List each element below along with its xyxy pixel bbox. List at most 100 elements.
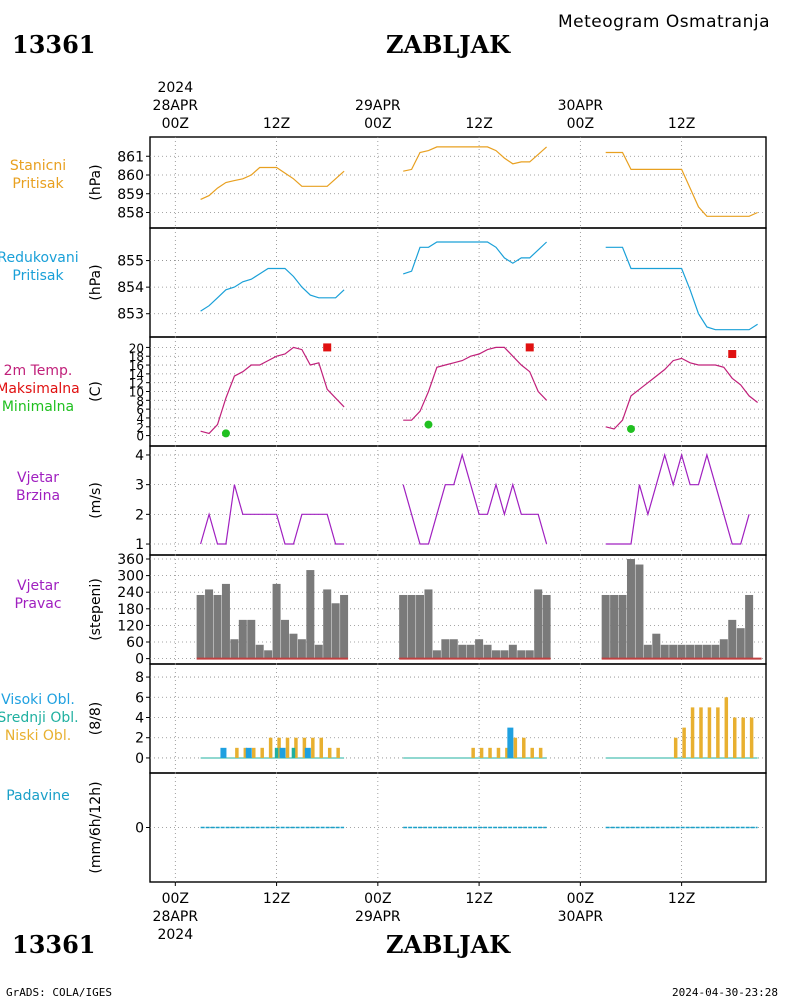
wind-direction-bar	[441, 639, 450, 659]
y-tick-label: 854	[117, 280, 144, 296]
y-tick-label: 8	[135, 670, 144, 686]
y-tick-label: 3	[135, 478, 144, 494]
bottom-time-tick-label: 00Z	[567, 891, 594, 907]
panel-label-line: Niski Obl.	[5, 728, 71, 744]
y-tick-label: 1	[135, 537, 144, 553]
cloud-bar	[513, 737, 518, 758]
y-tick-label: 4	[135, 448, 144, 464]
wind-direction-bar	[601, 594, 610, 659]
minimum-temperature-marker	[626, 424, 635, 433]
cloud-bar	[304, 747, 311, 758]
cloud-bar	[479, 747, 484, 758]
wind-direction-bar	[719, 639, 728, 659]
reduced_pressure-series-line	[605, 246, 758, 331]
top-time-tick-label: 12Z	[465, 116, 492, 132]
cloud-bar	[336, 747, 340, 758]
y-tick-label: 6	[135, 690, 144, 706]
panel-label-line: Pritisak	[12, 268, 64, 284]
top-day-label: 28APR	[153, 98, 199, 114]
wind-direction-bar	[314, 644, 323, 659]
cloud-bar	[707, 707, 712, 758]
reduced_pressure-series-line	[403, 241, 548, 275]
wind-direction-bar	[272, 583, 281, 659]
cloud-bar	[294, 737, 298, 758]
wind-direction-bar	[306, 570, 315, 659]
bottom-time-tick-label: 12Z	[465, 891, 492, 907]
cloud-bar	[252, 747, 256, 758]
panel-label-line: Stanicni	[10, 158, 66, 174]
panel-label-line: Brzina	[16, 488, 60, 504]
wind-direction-bar	[618, 594, 627, 659]
cloud-bar	[319, 737, 324, 758]
y-tick-label: 10	[129, 386, 144, 400]
cloud-bar	[682, 727, 686, 758]
cloud-bar	[471, 747, 475, 758]
wind-direction-bar	[323, 589, 332, 659]
wind-direction-bar	[745, 594, 754, 659]
wind-direction-bar	[694, 644, 703, 659]
wind-direction-bar	[728, 619, 737, 659]
panel-unit-label: (hPa)	[88, 164, 104, 200]
cloud-bar	[268, 737, 273, 758]
y-tick-label: 2	[135, 731, 144, 747]
y-tick-label: 0	[135, 821, 144, 837]
wind-direction-bar	[247, 619, 256, 659]
panel-unit-label: (stepeni)	[88, 578, 104, 641]
wind-direction-bar	[669, 644, 678, 659]
data-marks	[196, 146, 762, 829]
bottom-time-tick-label: 00Z	[162, 891, 189, 907]
wind-direction-bar	[407, 594, 416, 659]
reduced_pressure-series-line	[200, 267, 345, 312]
top-time-tick-label: 12Z	[263, 116, 290, 132]
cloud-bar	[724, 697, 729, 758]
y-tick-label: 180	[117, 602, 144, 618]
wind-direction-bar	[483, 644, 492, 659]
cloud-bar	[285, 737, 290, 758]
top-year-label: 2024	[157, 80, 193, 96]
y-tick-label: 60	[126, 635, 144, 651]
y-tick-label: 0	[136, 430, 144, 444]
wind-direction-bar	[416, 594, 425, 659]
y-tick-label: 2	[136, 421, 144, 435]
panel-unit-label: (mm/6h/12h)	[88, 781, 104, 873]
y-tick-label: 120	[117, 618, 144, 634]
station_pressure-series-line	[605, 151, 758, 217]
bottom-day-label: 28APR	[153, 909, 199, 925]
wind-direction-bar	[626, 559, 635, 659]
panel-label-line: Minimalna	[2, 399, 74, 415]
cloud-bar	[538, 747, 543, 758]
panel-label-line: Visoki Obl.	[1, 692, 75, 708]
footer-station-id: 13361	[12, 930, 96, 959]
minimum-temperature-marker	[424, 420, 433, 429]
cloud-bar	[673, 737, 678, 758]
minimum-temperature-marker	[221, 429, 230, 438]
y-tick-label: 20	[129, 341, 144, 355]
wind-direction-bar	[196, 594, 205, 659]
y-tick-label: 853	[117, 307, 144, 323]
cloud-bar	[291, 747, 296, 758]
wind-direction-bar	[702, 644, 711, 659]
wind_speed-series-line	[402, 452, 548, 545]
panel-label-line: Redukovani	[0, 250, 79, 266]
cloud-bar	[260, 747, 264, 758]
top-day-label: 30APR	[558, 98, 604, 114]
maximum-temperature-marker	[525, 343, 534, 352]
panel-label-line: Pritisak	[12, 176, 64, 192]
top-time-tick-label: 00Z	[567, 116, 594, 132]
panel-label-line: Maksimalna	[0, 381, 80, 397]
wind-direction-bar	[399, 594, 408, 659]
wind-direction-bar	[289, 633, 298, 659]
maximum-temperature-marker	[728, 350, 737, 359]
wind-direction-bar	[643, 644, 652, 659]
panel-label-line: Vjetar	[17, 470, 59, 486]
axis-labels: 00Z 00Z 12Z 12Z 00Z 00Z 12Z 12Z 00Z 00Z 12Z 12Z 28AP…	[0, 80, 695, 943]
temperature-series-line	[200, 346, 345, 435]
wind_speed-series-line	[605, 452, 750, 545]
wind-direction-bar	[424, 589, 433, 659]
y-tick-label: 6	[136, 403, 144, 417]
station-name: ZABLJAK	[386, 30, 511, 59]
cloud-bar	[749, 717, 754, 758]
temperature-series-line	[605, 357, 758, 430]
wind-direction-bar	[458, 644, 467, 659]
cloud-bar	[302, 737, 307, 758]
